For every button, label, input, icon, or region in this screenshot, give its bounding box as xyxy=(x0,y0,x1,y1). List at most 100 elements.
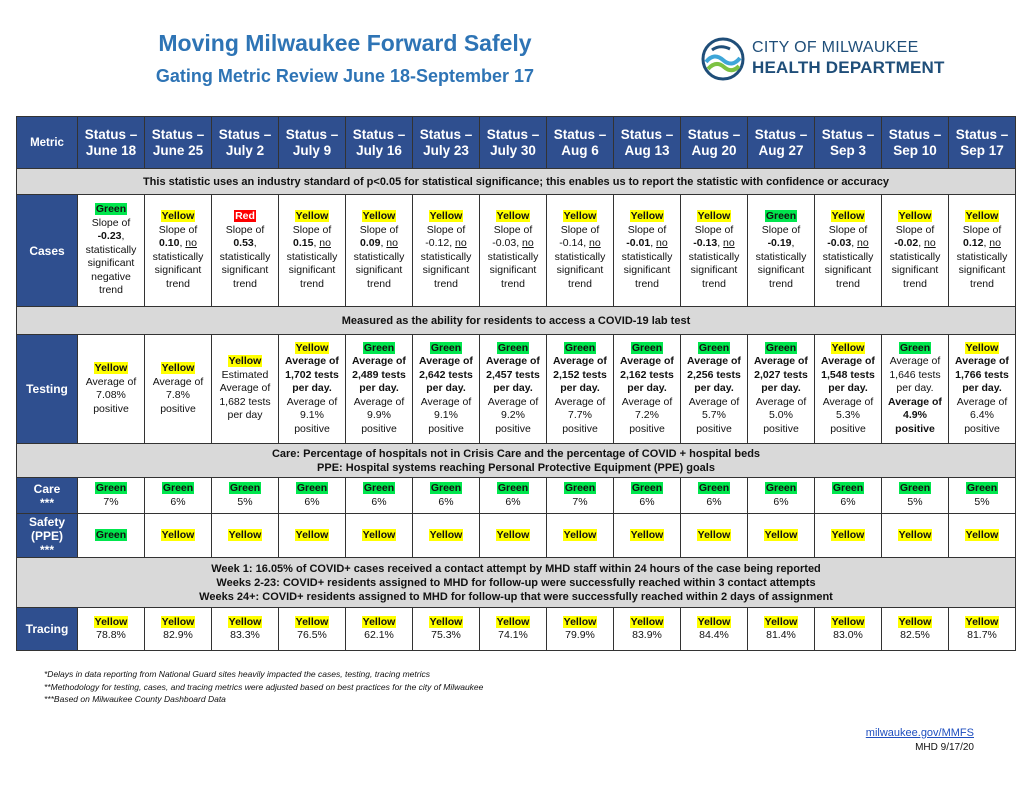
cell-line: Average of xyxy=(882,355,948,369)
cell-text: 83.9% xyxy=(632,629,662,641)
cell-text: statistically xyxy=(956,250,1008,263)
status-indicator-green: Green xyxy=(630,482,664,494)
cell-text: no xyxy=(656,237,668,249)
cell-line: trend xyxy=(748,278,814,292)
cell-line: Average of xyxy=(279,396,345,410)
cell-text: trend xyxy=(970,277,994,290)
cell-line: 6% xyxy=(748,496,814,510)
status-indicator-green: Green xyxy=(362,341,396,354)
metric-label: Tracing xyxy=(16,607,78,651)
cell-line: Average of xyxy=(882,396,948,410)
status-cell: Yellow xyxy=(814,513,882,558)
status-cell: Yellow Slope of 0.10, no statistically signi… xyxy=(144,194,212,307)
health-department-logo: CITY OF MILWAUKEE HEALTH DEPARTMENT xyxy=(700,36,970,86)
cell-text: 0.10 xyxy=(159,237,180,249)
cell-text: no xyxy=(522,237,534,249)
cell-line: Yellow xyxy=(681,528,747,543)
cell-line: significant xyxy=(279,264,345,278)
cell-text: 1,682 tests xyxy=(219,395,271,408)
cell-text: per day. xyxy=(962,382,1002,395)
cell-text: 5% xyxy=(907,495,923,508)
cell-text: 0.09 xyxy=(360,237,381,249)
status-label: Status – xyxy=(888,126,942,142)
cell-text: Slope of xyxy=(292,223,332,236)
status-label: Status – xyxy=(620,126,674,142)
status-cell: Green Average of 2,256 tests per day. Averag… xyxy=(680,334,748,444)
cell-line: 0.10, no xyxy=(145,237,211,251)
status-cell: Yellow Slope of -0.03, no statistically sign… xyxy=(479,194,547,307)
status-indicator-yellow: Yellow xyxy=(227,615,263,628)
band-text: Weeks 24+: COVID+ residents assigned to … xyxy=(199,590,833,603)
status-indicator-green: Green xyxy=(496,341,530,354)
status-indicator-green: Green xyxy=(161,482,195,494)
cell-text: significant xyxy=(288,264,336,276)
status-cell: Yellow Average of 1,702 tests per day. Avera… xyxy=(278,334,346,444)
cell-text: 1,702 tests xyxy=(285,368,339,381)
status-cell: Yellow 81.4% xyxy=(747,607,815,651)
cell-line: Yellow xyxy=(78,362,144,376)
status-indicator-yellow: Yellow xyxy=(696,210,732,222)
cell-line: Green xyxy=(480,482,546,496)
cell-line: Average of xyxy=(547,396,613,410)
logo-line-department: HEALTH DEPARTMENT xyxy=(752,58,945,77)
cell-line: per day. xyxy=(748,382,814,396)
status-indicator-green: Green xyxy=(831,482,865,494)
cell-text: Average of xyxy=(688,395,740,408)
status-indicator-yellow: Yellow xyxy=(562,210,598,222)
cell-line: Green xyxy=(681,341,747,356)
cell-line: Green xyxy=(949,482,1015,496)
cell-text: Average of xyxy=(553,355,607,368)
description-band: Care: Percentage of hospitals not in Cri… xyxy=(16,443,1016,478)
cell-line: 9.9% xyxy=(346,409,412,423)
status-indicator-red: Red xyxy=(234,210,256,222)
cell-text: -0.13 xyxy=(693,237,718,249)
status-cell: Green Average of 2,152 tests per day. Averag… xyxy=(546,334,614,444)
cell-line: Yellow xyxy=(949,341,1015,356)
status-indicator-yellow: Yellow xyxy=(696,528,732,541)
cell-text: -0.01 xyxy=(626,237,651,249)
cell-line: Yellow xyxy=(748,528,814,543)
cell-line: Average of xyxy=(480,355,546,369)
cell-text: , xyxy=(983,237,990,249)
status-indicator-yellow: Yellow xyxy=(160,528,196,541)
status-date: Aug 13 xyxy=(624,142,670,158)
footnotes: *Delays in data reporting from National … xyxy=(44,668,483,706)
status-indicator-green: Green xyxy=(94,528,128,541)
cell-line: Average of xyxy=(748,355,814,369)
status-indicator-yellow: Yellow xyxy=(160,615,196,628)
status-column-header: Status – June 18 xyxy=(77,116,145,169)
status-cell: Yellow xyxy=(211,513,279,558)
cell-text: 75.3% xyxy=(431,629,461,641)
cell-line: Yellow xyxy=(413,615,479,630)
status-indicator-yellow: Yellow xyxy=(93,615,129,628)
status-cell: Green Average of 1,646 tests per day. Averag… xyxy=(881,334,949,444)
cell-text: Slope of xyxy=(359,223,399,236)
revision-stamp: MHD 9/17/20 xyxy=(915,742,974,753)
cell-text: per day. xyxy=(426,382,466,395)
cell-line: Yellow xyxy=(949,210,1015,224)
cell-line: Green xyxy=(279,482,345,496)
cell-line: Yellow xyxy=(614,615,680,630)
mmfs-link[interactable]: milwaukee.gov/MMFS xyxy=(865,727,974,739)
status-cell: Green Average of 2,457 tests per day. Averag… xyxy=(479,334,547,444)
cell-line: trend xyxy=(949,278,1015,292)
cell-text: positive xyxy=(964,422,1000,435)
cell-text: 81.4% xyxy=(766,629,796,641)
status-cell: Red Slope of 0.53, statistically significant… xyxy=(211,194,279,307)
cell-line: Yellow xyxy=(480,615,546,630)
cell-line: positive xyxy=(547,423,613,437)
cell-text: no xyxy=(185,237,197,249)
cell-text: -0.19 xyxy=(767,237,792,249)
cell-line: Green xyxy=(882,341,948,356)
cell-line: Average of xyxy=(748,396,814,410)
metric-label: Cases xyxy=(16,194,78,307)
cell-line: 7.8% xyxy=(145,389,211,403)
cell-line: Average of xyxy=(681,355,747,369)
cell-text: significant xyxy=(154,264,202,276)
status-date: June 18 xyxy=(85,142,137,158)
cell-text: , xyxy=(380,237,387,249)
status-cell: Green 5% xyxy=(211,477,279,514)
status-cell: Green Average of 2,642 tests per day. Averag… xyxy=(412,334,480,444)
cell-line: Green xyxy=(346,482,412,496)
status-column-header: Status – July 30 xyxy=(479,116,547,169)
